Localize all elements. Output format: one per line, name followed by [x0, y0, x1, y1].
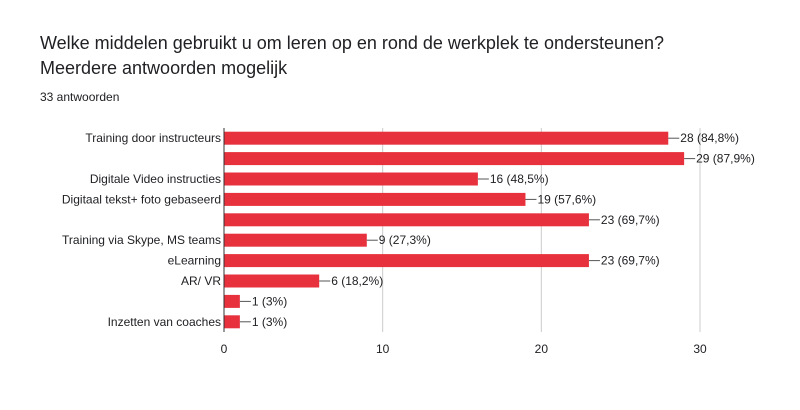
bar — [224, 152, 685, 166]
data-label: 23 (69,7%) — [601, 254, 660, 268]
response-count: 33 antwoorden — [40, 90, 120, 104]
bar — [224, 315, 240, 329]
category-label: AR/ VR — [181, 274, 221, 288]
data-label: 9 (27,3%) — [379, 233, 431, 247]
data-label: 1 (3%) — [252, 315, 287, 329]
x-tick-label: 0 — [221, 342, 228, 356]
bar — [224, 294, 240, 308]
category-label: Training door instructeurs — [85, 131, 221, 145]
bar — [224, 254, 589, 268]
data-label: 1 (3%) — [252, 294, 287, 308]
category-label: Digitale Video instructies — [90, 172, 221, 186]
category-label: Training via Skype, MS teams — [62, 233, 221, 247]
x-tick-label: 10 — [376, 342, 390, 356]
data-label: 23 (69,7%) — [601, 213, 660, 227]
x-tick-label: 20 — [535, 342, 549, 356]
bar — [224, 192, 526, 206]
bar — [224, 233, 367, 247]
bar — [224, 172, 478, 186]
question-title: Welke middelen gebruikt u om leren op en… — [40, 33, 665, 78]
data-label: 29 (87,9%) — [696, 152, 755, 166]
category-label: Inzetten van coaches — [108, 315, 221, 329]
data-label: 16 (48,5%) — [490, 172, 549, 186]
category-label: Digitaal tekst+ foto gebaseerd — [62, 192, 221, 206]
bar — [224, 131, 669, 145]
data-label: 6 (18,2%) — [331, 274, 383, 288]
bar — [224, 213, 589, 227]
data-label: 28 (84,8%) — [680, 131, 739, 145]
x-tick-label: 30 — [693, 342, 707, 356]
bar — [224, 274, 320, 288]
category-label: eLearning — [168, 254, 221, 268]
data-label: 19 (57,6%) — [537, 192, 596, 206]
